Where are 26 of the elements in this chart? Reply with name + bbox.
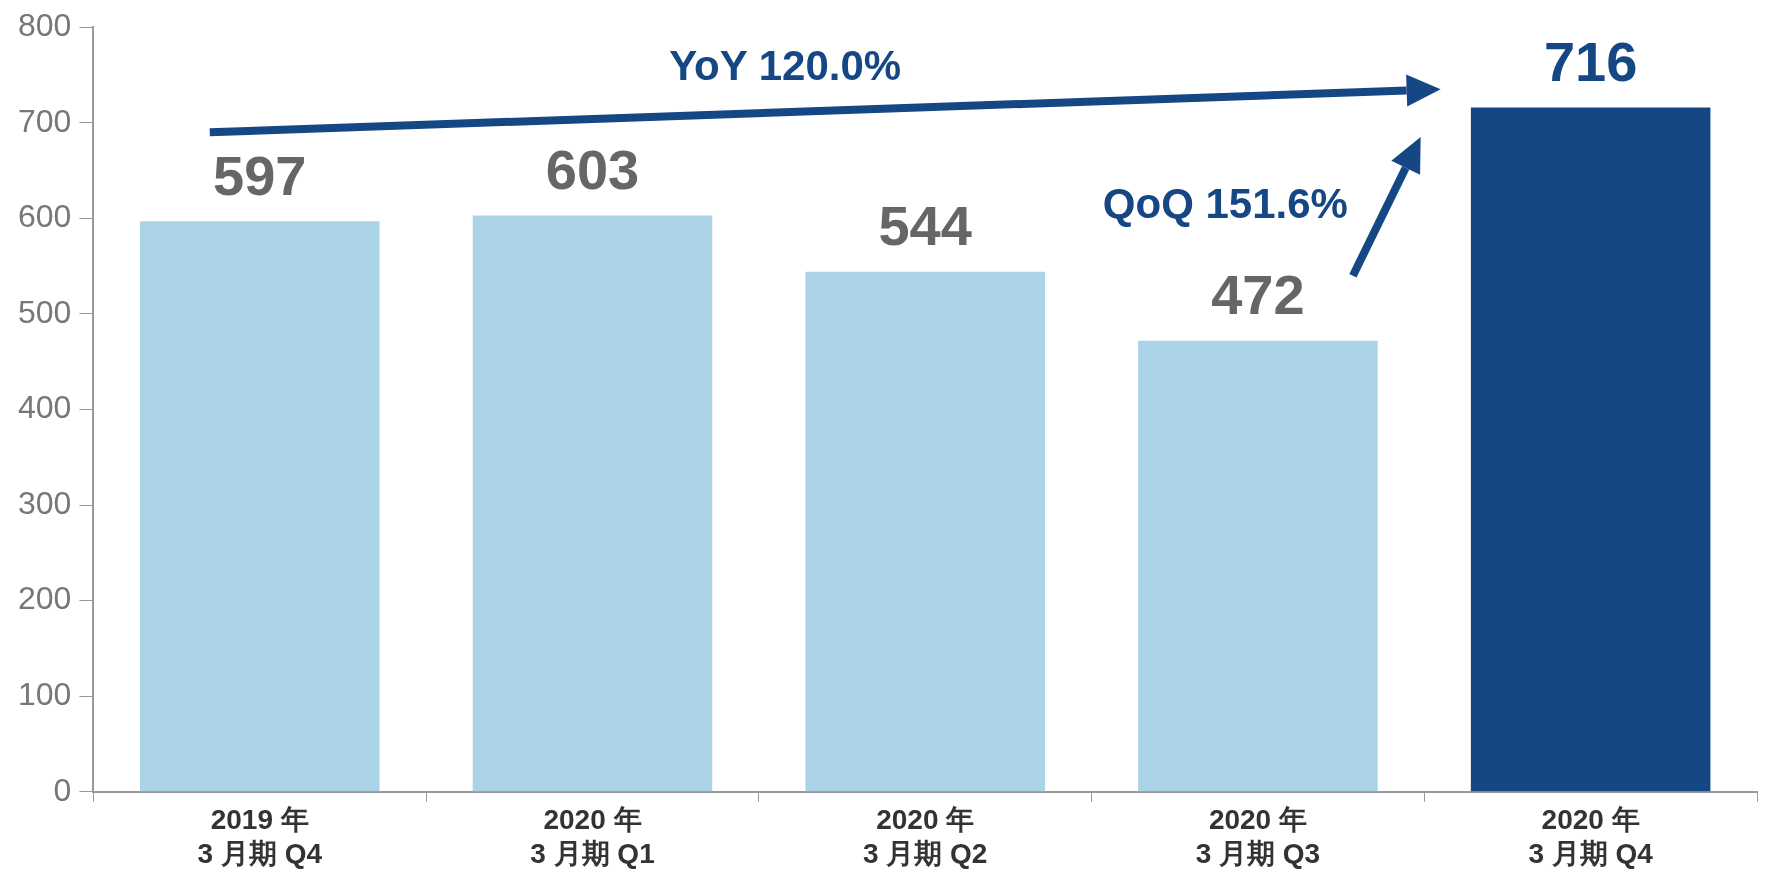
bar [1470, 107, 1711, 792]
bar [139, 221, 380, 792]
y-tick-label: 200 [18, 580, 72, 617]
y-tick-label: 0 [53, 771, 72, 808]
y-tick-label: 100 [18, 676, 72, 713]
y-tick-label: 800 [18, 7, 72, 44]
y-tick-label: 700 [18, 102, 72, 139]
x-tick-label: 2019 年 3 月期 Q4 [197, 804, 323, 869]
x-tick-label: 2020 年 3 月期 Q4 [1528, 804, 1654, 869]
data-label: 597 [213, 143, 307, 207]
bar [472, 215, 713, 792]
y-tick-label: 600 [18, 198, 72, 235]
annotation: QoQ 151.6% [1102, 180, 1348, 228]
bar [1138, 340, 1378, 792]
data-label: 472 [1211, 263, 1305, 327]
x-tick-label: 2020 年 3 月期 Q2 [862, 804, 988, 869]
data-label: 603 [545, 137, 640, 201]
x-tick-label: 2020 年 3 月期 Q1 [530, 804, 655, 869]
annotation: YoY 120.0% [669, 41, 902, 89]
y-tick-label: 300 [18, 484, 72, 521]
x-tick-label: 2020 年 3 月期 Q3 [1195, 804, 1321, 869]
data-label: 716 [1543, 29, 1638, 93]
bar [805, 271, 1045, 792]
data-label: 544 [878, 194, 972, 258]
y-tick-label: 500 [18, 293, 72, 330]
y-tick-label: 400 [18, 389, 72, 426]
